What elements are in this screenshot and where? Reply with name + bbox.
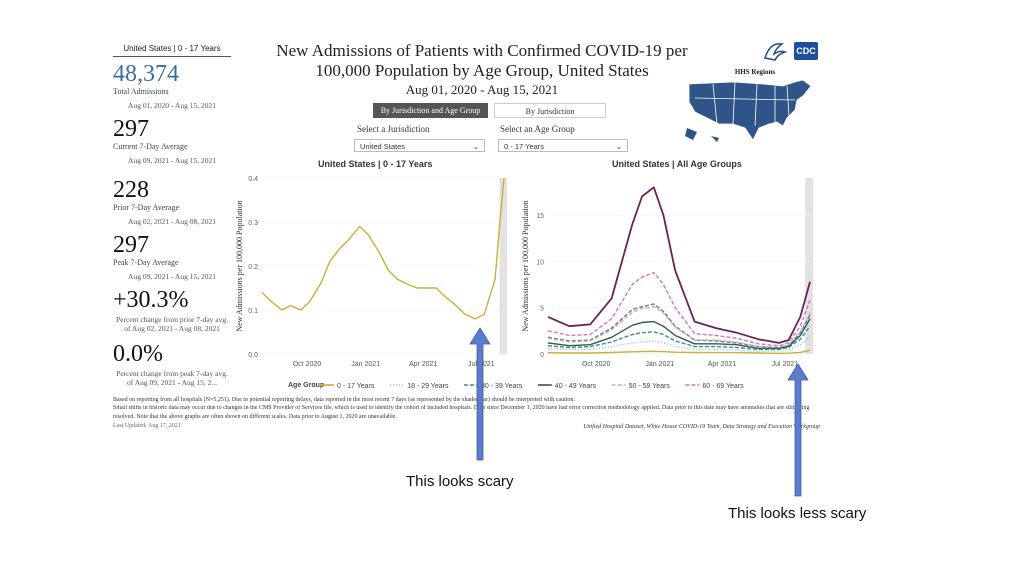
x-tick-label: Oct 2020 (582, 361, 611, 368)
x-tick-label: Jan 2021 (645, 361, 674, 368)
cdc-logo: CDC (794, 42, 818, 60)
kpi-prior-label: Prior 7-Day Average (113, 203, 180, 212)
footnote-2: Small shifts in historic data may occur … (113, 405, 810, 411)
annotation-right: This looks less scary (728, 505, 867, 522)
last-updated: Last Updated: Aug 17, 2021 (113, 423, 181, 429)
jurisdiction-select[interactable]: United States ⌄ (354, 139, 485, 152)
footnote-3: resolved. Note that the above graphs are… (113, 414, 397, 420)
kpi-pct-peak-value: 0.0% (113, 341, 163, 367)
x-tick-label: Jul 2021 (772, 361, 799, 368)
kpi-peak: 297 Peak 7-Day Average Aug 09, 2021 - Au… (113, 232, 231, 281)
kpi-peak-label: Peak 7-Day Average (113, 258, 179, 267)
kpi-peak-value: 297 (113, 232, 149, 258)
jurisdiction-select-value: United States (360, 142, 406, 151)
kpi-total-dates: Aug 01, 2020 - Aug 15, 2021 (128, 101, 216, 110)
chevron-down-icon: ⌄ (472, 142, 479, 151)
x-tick-label: Jan 2021 (351, 361, 380, 368)
y-axis-label: New Admissions per 100,000 Population (521, 200, 530, 331)
hhs-logo-icon (762, 40, 788, 62)
legend-item-label[interactable]: 40 - 49 Years (555, 383, 597, 390)
title-line-1: New Admissions of Patients with Confirme… (276, 41, 688, 60)
footnote-1: Based on reporting from all hospitals (N… (113, 397, 575, 403)
age-select[interactable]: 0 - 17 Years ⌄ (498, 139, 628, 152)
hhs-regions-map[interactable] (683, 78, 818, 144)
title-line-2: 100,000 Population by Age Group, United … (315, 61, 649, 80)
y-tick-label: 0 (540, 352, 544, 359)
legend-item-label[interactable]: 30 - 39 Years (481, 383, 523, 390)
page-title: New Admissions of Patients with Confirme… (262, 41, 702, 98)
y-tick-label: 15 (536, 213, 544, 220)
x-tick-label: Apr 2021 (708, 361, 737, 368)
series-line-0-17-years[interactable] (261, 177, 505, 320)
tab-jurisdiction-age[interactable]: By Jurisdiction and Age Group (373, 103, 488, 118)
kpi-pct-prior: +30.3% Percent change from prior 7-day a… (113, 287, 231, 333)
legend[interactable]: 0 - 17 Years 18 - 29 Years 30 - 39 Years 40… (318, 378, 758, 392)
chart-right[interactable]: 0 5 10 15 Oct 2020 Jan 2021 Apr 2021 Jul 2021 Ne… (518, 170, 818, 376)
annotation-left: This looks scary (406, 473, 514, 490)
x-tick-label: Oct 2020 (293, 361, 322, 368)
kpi-prior-dates: Aug 02, 2021 - Aug 08, 2021 (128, 217, 216, 226)
legend-item-label[interactable]: 0 - 17 Years (337, 383, 375, 390)
kpi-header: United States | 0 - 17 Years (113, 44, 231, 57)
y-tick-label: 0.3 (248, 220, 258, 227)
series-line-0-17-years[interactable] (547, 349, 811, 355)
y-axis-label: New Admissions per 100,000 Population (235, 200, 244, 331)
kpi-peak-dates: Aug 09, 2021 - Aug 15, 2021 (128, 272, 216, 281)
jurisdiction-select-label: Select a Jurisdiction (357, 124, 430, 134)
data-source: Unified Hospital Dataset, White House CO… (583, 424, 820, 430)
kpi-current-dates: Aug 09, 2021 - Aug 15, 2021 (128, 156, 216, 165)
legend-title: Age Group (288, 382, 325, 389)
legend-item-label[interactable]: 60 - 69 Years (702, 383, 744, 390)
y-tick-label: 0.4 (248, 176, 258, 183)
y-tick-label: 0.2 (248, 264, 258, 271)
series-line-30-39-years[interactable] (547, 325, 811, 351)
arrow-up-right-icon (787, 363, 809, 497)
series-line-40-49-years[interactable] (547, 318, 811, 350)
kpi-pct-prior-value: +30.3% (113, 287, 189, 313)
kpi-total-value: 48,374 (113, 61, 179, 87)
legend-item-label[interactable]: 18 - 29 Years (407, 383, 449, 390)
arrow-up-left-icon (469, 327, 491, 461)
kpi-prior-value: 228 (113, 177, 149, 203)
kpi-pct-peak: 0.0% Percent change from peak 7-day avg.… (113, 341, 231, 387)
tab-jurisdiction[interactable]: By Jurisdiction (494, 103, 606, 118)
map-title: HHS Regions (734, 68, 776, 76)
kpi-current-label: Current 7-Day Average (113, 142, 188, 151)
age-select-label: Select an Age Group (500, 124, 575, 134)
x-tick-label: Apr 2021 (409, 361, 438, 368)
kpi-current-value: 297 (113, 116, 149, 142)
y-tick-label: 0.0 (248, 352, 258, 359)
kpi-total: 48,374 Total Admissions Aug 01, 2020 - A… (113, 61, 231, 110)
y-tick-label: 10 (536, 259, 544, 266)
recent-data-shade (805, 178, 813, 354)
title-date-range: Aug 01, 2020 - Aug 15, 2021 (405, 82, 559, 97)
kpi-pct-peak-label: Percent change from peak 7-day avg. of A… (116, 369, 228, 387)
series-line-50-59-years[interactable] (547, 306, 811, 349)
series-line-60-69-years[interactable] (547, 271, 811, 347)
chevron-down-icon: ⌄ (615, 142, 622, 151)
y-tick-label: 0.1 (248, 308, 258, 315)
kpi-total-label: Total Admissions (113, 87, 169, 96)
legend-item-label[interactable]: 50 - 59 Years (629, 383, 671, 390)
kpi-prior: 228 Prior 7-Day Average Aug 02, 2021 - A… (113, 177, 231, 226)
y-tick-label: 5 (540, 306, 544, 313)
series-line-70-years[interactable] (547, 186, 811, 344)
kpi-panel: United States | 0 - 17 Years 48,374 Tota… (113, 44, 231, 393)
kpi-pct-prior-label: Percent change from prior 7-day avg. of … (115, 315, 229, 333)
age-select-value: 0 - 17 Years (504, 142, 545, 151)
series-line-all-ages[interactable] (547, 303, 811, 349)
chart-left-title: United States | 0 - 17 Years (318, 159, 433, 169)
chart-right-title: United States | All Age Groups (612, 159, 742, 169)
kpi-current: 297 Current 7-Day Average Aug 09, 2021 -… (113, 116, 231, 165)
